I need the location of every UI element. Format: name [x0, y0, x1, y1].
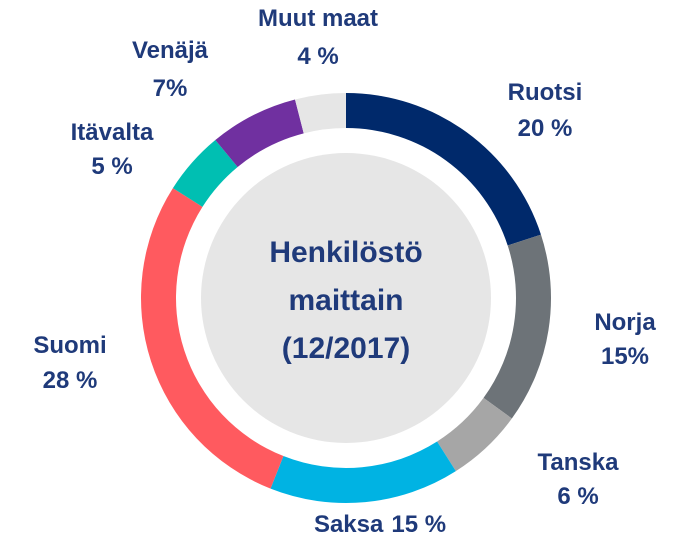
donut-segment	[483, 234, 551, 419]
category-label: Suomi	[33, 332, 106, 359]
center-circle	[201, 153, 491, 443]
center-title: (12/2017)	[282, 332, 410, 365]
category-label: Venäjä	[132, 37, 209, 64]
value-label: 5 %	[91, 153, 132, 180]
category-label: Itävalta	[71, 119, 154, 146]
donut-segment	[172, 140, 238, 207]
value-label: 7%	[153, 75, 188, 102]
category-label: Tanska	[538, 449, 620, 476]
donut-segment	[346, 93, 541, 246]
value-label: 20 %	[518, 115, 573, 142]
donut-segment	[215, 99, 304, 168]
value-label: 4 %	[297, 43, 338, 70]
category-label: Norja	[594, 309, 656, 336]
slice-label: Itävalta 5 %	[71, 119, 154, 180]
center-title: Henkilöstö	[269, 236, 422, 269]
slice-label: Saksa 15 %	[314, 511, 446, 538]
category-label: Ruotsi	[508, 79, 583, 106]
category-label: Muut maat	[258, 5, 378, 32]
value-label: 15%	[601, 343, 649, 370]
donut-segment	[141, 188, 284, 489]
value-label: 28 %	[43, 367, 98, 394]
slice-label: Muut maat 4 %	[258, 5, 378, 70]
donut-segment	[270, 441, 456, 503]
donut-segment	[295, 93, 346, 134]
value-label: 15 %	[391, 511, 446, 538]
value-label: 6 %	[557, 483, 598, 510]
slice-label: Tanska 6 %	[538, 449, 620, 510]
category-label: Saksa	[314, 511, 384, 538]
slice-label: Suomi 28 %	[33, 332, 106, 394]
slice-label: Norja 15%	[594, 309, 656, 370]
center-title: maittain	[288, 284, 403, 317]
slice-label: Venäjä 7%	[132, 37, 209, 102]
donut-segment	[437, 397, 512, 472]
slice-label: Ruotsi 20 %	[508, 79, 583, 142]
